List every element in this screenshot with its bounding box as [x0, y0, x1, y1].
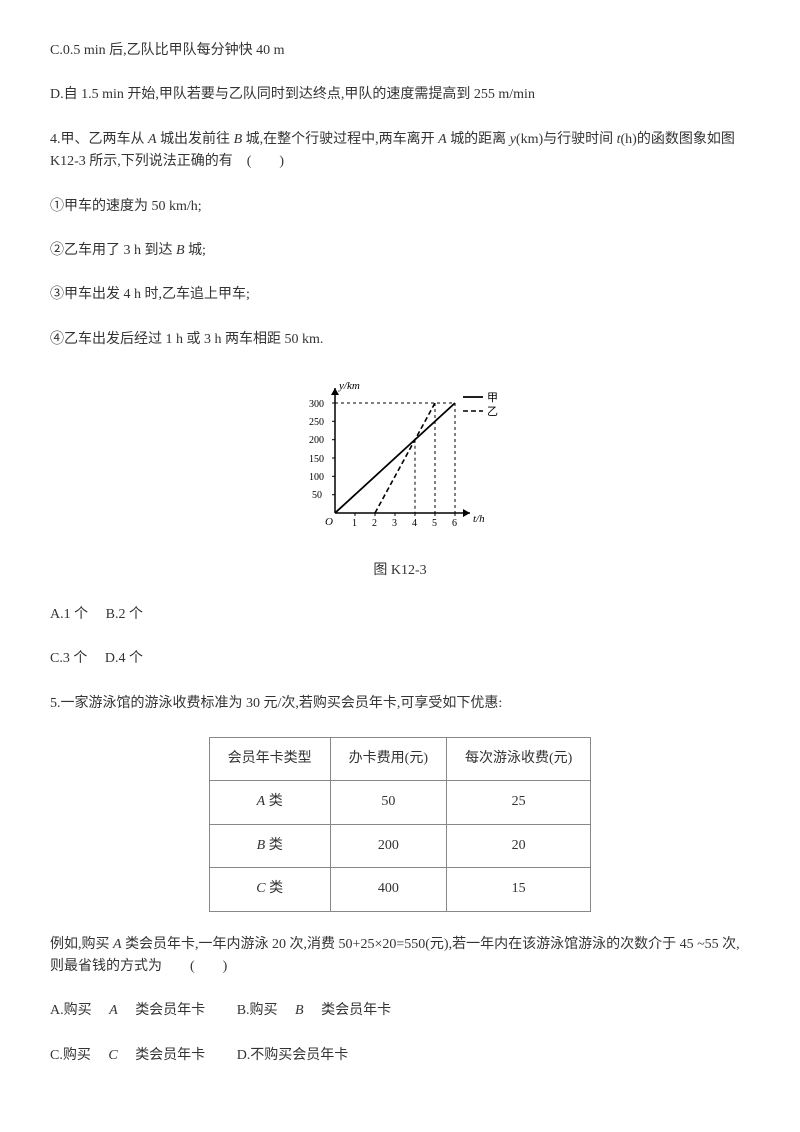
q5-stem: 5.一家游泳馆的游泳收费标准为 30 元/次,若购买会员年卡,可享受如下优惠: — [50, 693, 750, 715]
q4-statement-1: ①甲车的速度为 50 km/h; — [50, 196, 750, 218]
xtick: 3 — [392, 518, 397, 529]
text: C.购买 — [50, 1048, 91, 1063]
q4-options-row1: A.1 个 B.2 个 — [50, 604, 750, 626]
origin: O — [325, 516, 333, 528]
text: 4.甲、乙两车从 — [50, 132, 148, 147]
var-b: B — [295, 1003, 304, 1018]
col-fee: 办卡费用(元) — [330, 738, 446, 781]
fee: 200 — [330, 824, 446, 867]
per: 25 — [447, 781, 591, 824]
var-b: B — [234, 132, 243, 147]
xlabel: t/h — [473, 513, 485, 525]
q5-option-d: D.不购买会员年卡 — [237, 1048, 349, 1063]
chart-caption: 图 K12-3 — [50, 560, 750, 582]
type-letter: B — [257, 838, 266, 853]
ytick: 250 — [309, 417, 324, 428]
q4-stem: 4.甲、乙两车从 A 城出发前往 B 城,在整个行驶过程中,两车离开 A 城的距… — [50, 129, 750, 174]
text: 城,在整个行驶过程中,两车离开 — [242, 132, 438, 147]
text: K12-3 所示,下列说法正确的有 ( ) — [50, 154, 284, 169]
text: A.购买 — [50, 1003, 92, 1018]
fee: 400 — [330, 868, 446, 911]
var-a: A — [438, 132, 447, 147]
ytick: 150 — [309, 454, 324, 465]
legend-yi: 乙 — [487, 405, 498, 418]
q5-options-row2: C.购买 C 类会员年卡 D.不购买会员年卡 — [50, 1045, 750, 1067]
q4-statement-4: ④乙车出发后经过 1 h 或 3 h 两车相距 50 km. — [50, 329, 750, 351]
membership-table: 会员年卡类型 办卡费用(元) 每次游泳收费(元) A 类 50 25 B 类 2… — [209, 737, 592, 912]
text: 类会员年卡,一年内游泳 20 次,消费 50+25×20=550(元),若一年内… — [122, 937, 740, 952]
q5-example: 例如,购买 A 类会员年卡,一年内游泳 20 次,消费 50+25×20=550… — [50, 934, 750, 979]
ytick: 100 — [309, 472, 324, 483]
xtick: 1 — [352, 518, 357, 529]
var-a: A — [109, 1003, 118, 1018]
text: 类会员年卡 — [321, 1003, 391, 1018]
q4-options-row2: C.3 个 D.4 个 — [50, 648, 750, 670]
text: 类会员年卡 — [135, 1048, 205, 1063]
per: 15 — [447, 868, 591, 911]
fee: 50 — [330, 781, 446, 824]
q5-option-c: C.购买 C 类会员年卡 — [50, 1048, 219, 1063]
type-letter: C — [256, 881, 265, 896]
q5-option-b: B.购买 B 类会员年卡 — [237, 1003, 405, 1018]
var-c: C — [108, 1048, 117, 1063]
col-type: 会员年卡类型 — [209, 738, 330, 781]
text: 城; — [185, 243, 206, 258]
q5-option-a: A.购买 A 类会员年卡 — [50, 1003, 219, 1018]
legend-jia: 甲 — [487, 392, 498, 404]
xtick: 6 — [452, 518, 457, 529]
text: 城出发前往 — [157, 132, 234, 147]
q4-option-d: D.4 个 — [105, 651, 143, 666]
table-header-row: 会员年卡类型 办卡费用(元) 每次游泳收费(元) — [209, 738, 591, 781]
text: 类会员年卡 — [135, 1003, 205, 1018]
per: 20 — [447, 824, 591, 867]
ytick: 50 — [312, 490, 322, 501]
var-b: B — [176, 243, 185, 258]
text: (h)的函数图象如图 — [621, 132, 735, 147]
var-a: A — [113, 937, 122, 952]
type-letter: A — [257, 794, 266, 809]
q4-option-c: C.3 个 — [50, 651, 87, 666]
ylabel: y/km — [338, 380, 360, 392]
q4-statement-3: ③甲车出发 4 h 时,乙车追上甲车; — [50, 284, 750, 306]
q4-statement-2: ②乙车用了 3 h 到达 B 城; — [50, 240, 750, 262]
xtick: 2 — [372, 518, 377, 529]
table-row: B 类 200 20 — [209, 824, 591, 867]
text: ②乙车用了 3 h 到达 — [50, 243, 176, 258]
type-suffix: 类 — [266, 881, 284, 896]
text: 例如,购买 — [50, 937, 113, 952]
q4-option-a: A.1 个 — [50, 607, 88, 622]
xtick: 4 — [412, 518, 417, 529]
text: 则最省钱的方式为 ( ) — [50, 959, 227, 974]
type-suffix: 类 — [265, 838, 283, 853]
var-a: A — [148, 132, 157, 147]
text: 城的距离 — [447, 132, 510, 147]
text: B.购买 — [237, 1003, 278, 1018]
ytick: 200 — [309, 435, 324, 446]
ytick: 300 — [309, 399, 324, 410]
q4-option-b: B.2 个 — [106, 607, 143, 622]
type-suffix: 类 — [265, 794, 283, 809]
text: (km)与行驶时间 — [516, 132, 617, 147]
table-row: A 类 50 25 — [209, 781, 591, 824]
option-d: D.自 1.5 min 开始,甲队若要与乙队同时到达终点,甲队的速度需提高到 2… — [50, 84, 750, 106]
col-per: 每次游泳收费(元) — [447, 738, 591, 781]
xtick: 5 — [432, 518, 437, 529]
q5-options-row1: A.购买 A 类会员年卡 B.购买 B 类会员年卡 — [50, 1000, 750, 1022]
chart-k12-3: 50 100 150 200 250 300 1 2 3 4 5 6 — [50, 373, 750, 551]
table-row: C 类 400 15 — [209, 868, 591, 911]
option-c: C.0.5 min 后,乙队比甲队每分钟快 40 m — [50, 40, 750, 62]
